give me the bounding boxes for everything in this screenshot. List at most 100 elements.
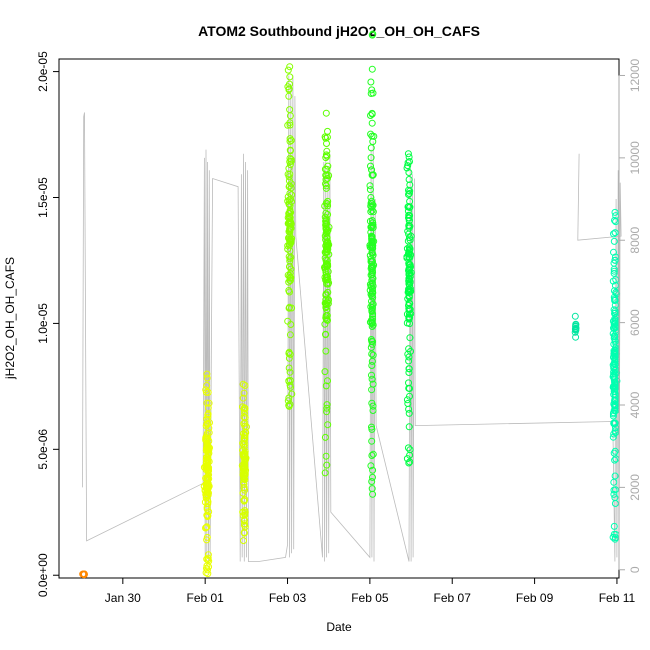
data-point <box>368 222 376 229</box>
data-point <box>368 375 376 383</box>
data-point <box>367 271 375 279</box>
data-point <box>405 405 413 413</box>
data-point <box>203 370 211 378</box>
data-point <box>368 362 376 369</box>
data-point <box>324 238 332 246</box>
y-tick-label: 0.0e+00 <box>36 553 50 597</box>
data-point <box>368 399 376 407</box>
data-point <box>241 414 249 421</box>
y2-tick-label: 0 <box>628 566 642 573</box>
data-point <box>611 427 619 435</box>
data-point <box>204 435 212 443</box>
data-point <box>241 451 249 458</box>
data-point <box>284 66 292 74</box>
data-point <box>367 154 375 162</box>
data-point <box>203 430 211 437</box>
data-point <box>205 557 213 565</box>
data-point <box>369 407 377 414</box>
data-point <box>406 392 413 400</box>
data-point <box>204 570 212 578</box>
data-point <box>368 233 376 241</box>
data-point <box>203 503 211 511</box>
data-point <box>200 463 208 471</box>
data-point <box>368 171 376 179</box>
data-point <box>611 419 619 427</box>
data-point <box>368 86 376 94</box>
data-point <box>405 190 413 197</box>
data-point <box>323 404 331 412</box>
data-point <box>610 230 617 238</box>
data-point <box>405 224 413 232</box>
data-point <box>405 153 413 161</box>
data-point <box>368 452 376 459</box>
y-axis-label: jH2O2_OH_OH_CAFS <box>3 257 17 380</box>
data-point <box>324 245 332 253</box>
data-point <box>322 314 330 322</box>
data-point <box>368 279 376 287</box>
data-point <box>610 306 618 314</box>
data-point <box>286 269 294 277</box>
data-point <box>202 524 209 532</box>
data-point <box>322 300 330 308</box>
data-point <box>610 319 618 327</box>
data-point <box>611 404 619 412</box>
y-tick-label: 1.0e-05 <box>36 303 50 344</box>
data-point <box>287 274 295 282</box>
data-point <box>286 331 294 339</box>
data-point <box>80 571 88 579</box>
data-point <box>405 423 413 431</box>
data-point <box>611 348 619 356</box>
x-tick-label: Feb 01 <box>186 591 224 605</box>
data-point <box>367 194 375 201</box>
data-point <box>367 462 375 470</box>
data-point <box>406 236 414 244</box>
chart-title: ATOM2 Southbound jH2O2_OH_OH_CAFS <box>198 23 480 39</box>
data-point <box>404 150 412 158</box>
data-point <box>406 187 414 195</box>
data-point <box>239 489 247 497</box>
data-point <box>287 147 294 155</box>
y-tick-label: 1.5e-05 <box>36 177 50 218</box>
data-point <box>611 381 619 389</box>
data-point <box>366 182 374 190</box>
data-point <box>368 203 376 211</box>
data-point <box>321 213 329 221</box>
data-point <box>240 537 247 545</box>
data-point <box>240 464 247 472</box>
data-point <box>406 451 414 459</box>
secondary-trace-line <box>82 75 622 564</box>
data-point <box>203 441 211 449</box>
data-point <box>367 78 375 86</box>
data-point <box>321 433 329 441</box>
data-point <box>405 365 413 373</box>
y2-tick-label: 6000 <box>628 309 642 336</box>
data-point <box>369 490 377 498</box>
data-point <box>286 135 294 143</box>
data-point <box>286 121 294 129</box>
data-point <box>240 389 248 397</box>
data-point <box>369 310 377 318</box>
x-tick-label: Feb 03 <box>269 591 307 605</box>
data-point <box>241 448 249 455</box>
data-point <box>611 396 619 404</box>
data-point <box>405 345 413 353</box>
data-point <box>203 399 211 407</box>
data-point <box>611 208 619 216</box>
data-point <box>611 301 619 309</box>
data-point <box>286 218 294 226</box>
data-point <box>610 334 618 342</box>
y-tick-label: 2.0e-05 <box>36 51 50 92</box>
data-point <box>403 164 411 172</box>
data-point <box>610 259 618 267</box>
data-point <box>241 496 249 503</box>
data-point <box>285 349 293 357</box>
data-point <box>368 307 376 314</box>
secondary-y-axis: 0 2000 4000 6000 8000 10000 12000 <box>618 58 642 573</box>
data-point <box>322 452 330 460</box>
data-point <box>405 169 413 176</box>
data-point <box>241 507 249 515</box>
y2-tick-label: 4000 <box>628 391 642 418</box>
data-point <box>368 423 375 431</box>
data-point <box>610 354 618 361</box>
data-point <box>405 459 413 467</box>
